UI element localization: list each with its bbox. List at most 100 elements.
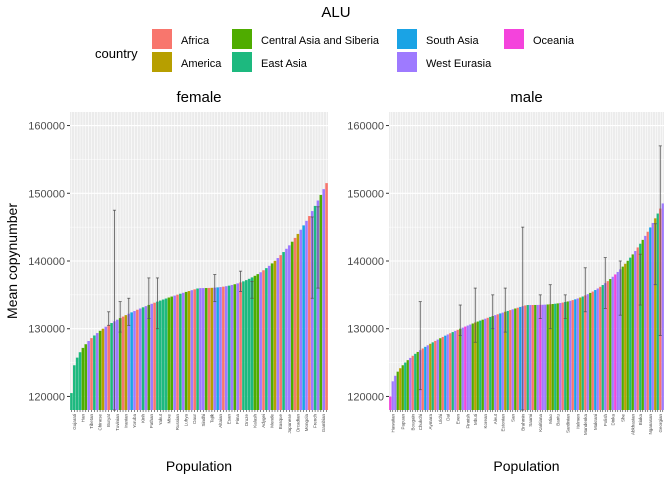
bar-female-66	[259, 272, 262, 410]
x-tick-label: Polish	[603, 414, 608, 427]
x-tick-label: Georgian	[658, 414, 663, 433]
bar-female-0	[70, 393, 73, 410]
x-tick-label: Mende	[270, 414, 275, 428]
x-tick-label: Abkhasian	[630, 414, 635, 436]
bar-male-37	[481, 319, 484, 410]
x-tick-label: Chukchi	[418, 414, 423, 430]
bar-female-48	[207, 287, 211, 410]
legend-label-2: Central Asia and Siberia	[261, 35, 380, 47]
bar-female-17	[118, 318, 122, 410]
bar-male-42	[494, 315, 497, 410]
bar-male-97	[631, 254, 634, 410]
legend-key-6	[504, 29, 524, 49]
bar-female-41	[187, 291, 191, 410]
bar-female-8	[93, 335, 96, 410]
bar-male-57	[531, 305, 534, 410]
bar-female-81	[302, 225, 305, 410]
bar-male-100	[639, 243, 642, 410]
bar-male-91	[616, 271, 619, 410]
x-tick-label: Bougain	[410, 414, 415, 431]
bar-male-59	[536, 304, 539, 410]
y-tick-label: 130000	[28, 324, 65, 336]
bar-female-89	[325, 183, 328, 410]
bar-male-104	[649, 227, 652, 410]
bar-female-50	[213, 287, 217, 410]
legend-key-5	[397, 52, 417, 72]
bar-female-74	[282, 252, 285, 410]
bar-male-44	[499, 313, 502, 410]
legend-title: country	[95, 46, 138, 61]
bar-female-33	[164, 298, 168, 410]
bar-male-73	[571, 300, 574, 410]
bar-female-83	[308, 216, 311, 410]
legend-key-2	[232, 29, 252, 49]
bar-male-24	[449, 333, 452, 410]
bar-male-106	[654, 218, 657, 410]
x-tick-label: Miao	[548, 414, 553, 424]
x-tick-label: Brahmin	[520, 414, 525, 431]
bar-male-87	[606, 281, 609, 410]
bar-male-18	[434, 340, 437, 410]
bar-female-27	[147, 304, 151, 410]
bar-male-35	[476, 321, 479, 410]
bar-male-107	[656, 213, 659, 410]
bar-male-16	[429, 343, 432, 410]
bar-male-1	[391, 381, 394, 410]
bar-male-67	[556, 303, 559, 410]
x-tick-label: Sindhi	[201, 414, 206, 427]
bar-female-75	[285, 248, 288, 410]
y-tick-label: 160000	[28, 121, 65, 133]
bar-female-12	[104, 326, 108, 410]
bar-male-7	[406, 360, 409, 410]
bar-female-65	[256, 274, 260, 410]
x-tick-label: Ulchi	[438, 414, 443, 424]
x-tick-label: Esan	[227, 414, 232, 425]
legend-label-5: West Eurasia	[426, 58, 492, 70]
bar-female-59	[239, 282, 242, 410]
bar-female-78	[293, 237, 297, 410]
bar-male-75	[576, 298, 579, 410]
bar-female-16	[116, 319, 119, 410]
bar-female-35	[170, 296, 174, 410]
bar-male-85	[601, 285, 604, 410]
bar-male-36	[479, 320, 482, 410]
bar-male-65	[551, 304, 554, 410]
x-axis-title-female: Population	[166, 458, 232, 474]
facet-title-male: male	[510, 89, 543, 106]
panel-male: male 120000 130000 140000 150000 160000 Hawaii…	[347, 89, 664, 474]
bar-male-6	[404, 362, 407, 410]
bar-male-82	[594, 290, 597, 410]
x-tick-label: Gambian	[321, 414, 326, 433]
bar-female-88	[322, 189, 325, 410]
bar-male-8	[409, 357, 412, 410]
bar-female-55	[227, 285, 231, 410]
x-tick-label: Makrani	[593, 414, 598, 430]
bar-female-69	[267, 265, 271, 410]
bar-male-109	[661, 203, 664, 410]
x-tick-label: She	[620, 414, 625, 423]
x-tick-label: Itelmen	[575, 414, 580, 429]
x-tick-label: Mbuti	[473, 414, 478, 425]
x-tick-label: Chinese	[98, 414, 103, 431]
bar-male-51	[516, 307, 519, 410]
bar-male-76	[579, 297, 582, 410]
bar-female-24	[138, 308, 142, 410]
legend-label-0: Africa	[181, 35, 210, 47]
x-tick-label: Adygei	[261, 414, 266, 428]
bar-male-103	[646, 231, 649, 410]
bar-female-63	[250, 277, 254, 410]
bar-female-11	[101, 328, 105, 410]
bar-female-80	[299, 229, 303, 410]
bar-male-38	[484, 318, 487, 410]
bar-male-23	[446, 334, 449, 410]
bar-male-56	[529, 305, 532, 410]
bar-female-61	[245, 280, 248, 410]
x-tick-label: Kalash	[252, 414, 257, 428]
bar-male-48	[509, 310, 512, 410]
legend-label-4: South Asia	[426, 35, 479, 47]
bar-male-17	[431, 342, 434, 410]
legend: country Africa America Central Asia and Si…	[95, 29, 575, 72]
bar-female-68	[265, 268, 268, 410]
bar-male-84	[599, 286, 602, 410]
